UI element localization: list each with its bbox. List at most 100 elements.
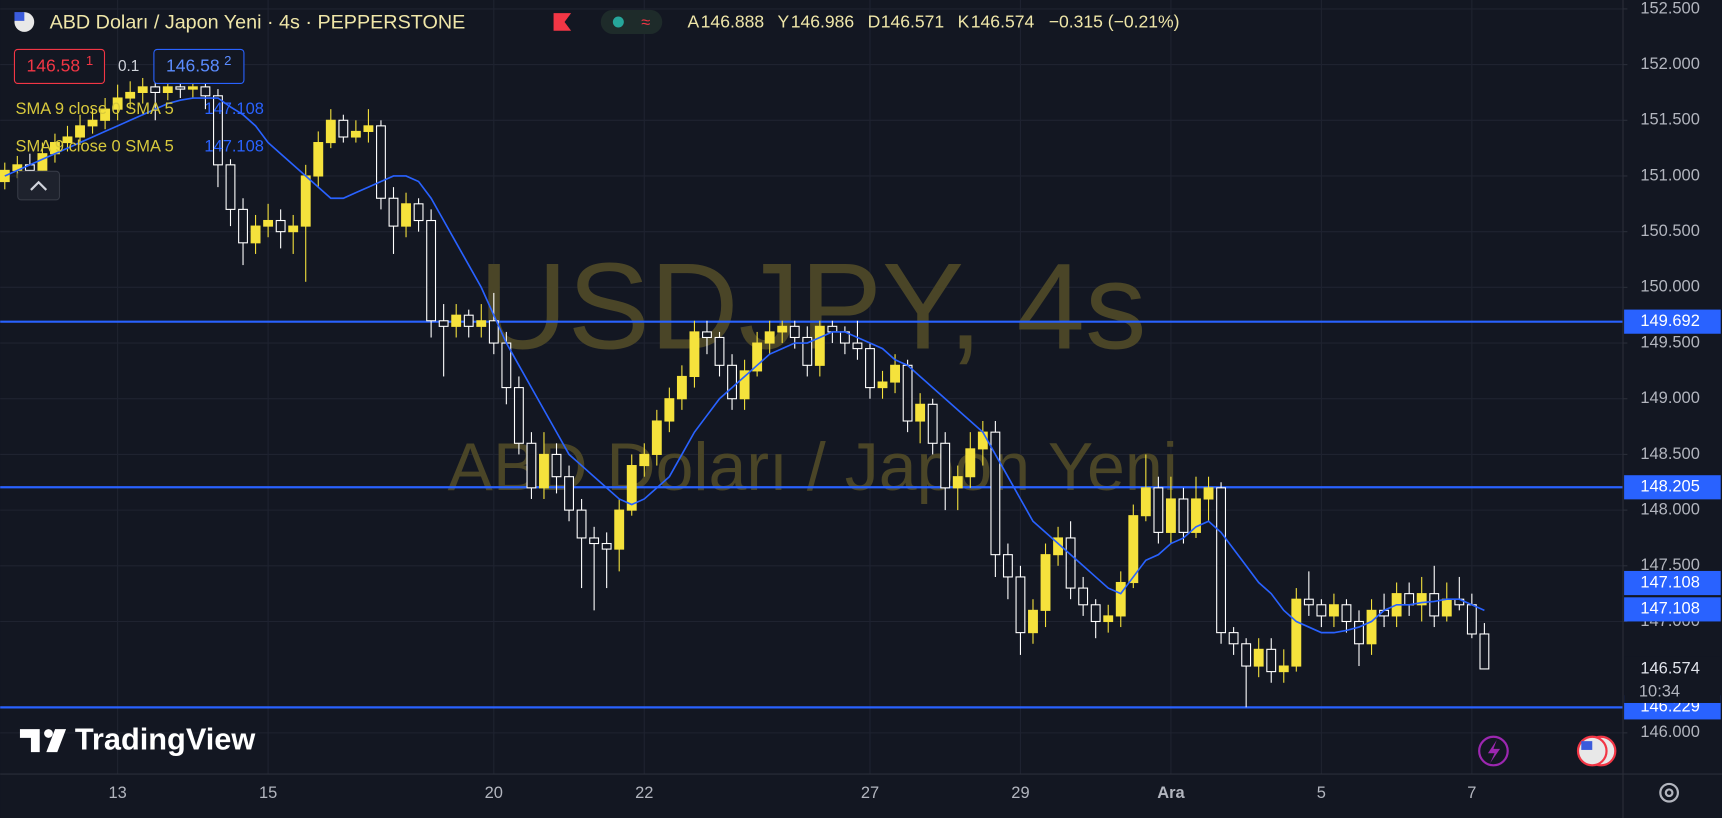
candle-body (137, 86, 148, 93)
candle-body (1103, 615, 1114, 623)
sell-pip: 1 (86, 53, 93, 68)
candle-body (676, 375, 687, 400)
settings-icon[interactable] (1659, 782, 1679, 803)
buy-pip: 2 (224, 53, 231, 68)
flag-marker[interactable] (553, 13, 572, 31)
ohlc-values: A 146.888 Y 146.986 D 146.571 K 146.574 (688, 12, 1035, 32)
indicator-price-label (1624, 570, 1721, 596)
x-tick-label: 22 (635, 784, 653, 802)
candle-body (727, 364, 737, 400)
collapse-icon (30, 180, 48, 191)
y-tick-label: 152.000 (1640, 55, 1699, 73)
candle-body (865, 348, 875, 389)
candle-body (777, 325, 788, 333)
level-label: 148.205 (1640, 478, 1699, 496)
logo-text: TradingView (75, 721, 256, 756)
candle-body (752, 342, 763, 372)
candle-body (37, 153, 48, 171)
buy-price: 146.58 (166, 56, 220, 76)
indicator-price-text: 147.108 (1640, 600, 1699, 618)
collapse-button[interactable] (17, 170, 61, 201)
candle-body (376, 125, 386, 199)
candle-body (112, 97, 123, 110)
candle-body (413, 203, 424, 222)
candle-body (1065, 537, 1076, 589)
logo-mark (19, 729, 40, 753)
x-tick-label: 7 (1467, 784, 1476, 802)
candle-body (651, 420, 662, 455)
candle-body (1341, 604, 1352, 623)
candle-body (250, 225, 261, 244)
alert-icon[interactable] (1478, 735, 1509, 767)
indicator-value: 147.108 (204, 137, 263, 155)
y-tick-label: 150.500 (1640, 222, 1699, 240)
candle-body (902, 364, 913, 422)
sell-price: 146.58 (27, 56, 81, 76)
y-tick-label: 146.000 (1640, 723, 1699, 741)
candle-body (1090, 604, 1101, 623)
candle-body (1416, 593, 1427, 606)
ohlc-value: 146.888 (701, 12, 764, 32)
candle-body (87, 119, 98, 127)
candle-body (288, 225, 299, 233)
candle-body (1291, 598, 1302, 667)
candle-body (438, 320, 449, 327)
candle-body (388, 197, 399, 227)
ohlc-value: 146.986 (791, 12, 854, 32)
candle-body (915, 403, 926, 422)
flag-icon (14, 12, 25, 21)
candle-body (802, 336, 813, 366)
event-icon[interactable] (1576, 735, 1608, 767)
candle-body (1191, 498, 1201, 533)
candle-body (225, 164, 236, 210)
candle-body (1028, 609, 1038, 634)
x-tick-label: Ara (1157, 784, 1185, 802)
candle-body (614, 509, 625, 550)
y-tick-label: 150.000 (1640, 278, 1699, 296)
candle-body (639, 453, 650, 467)
y-tick-label: 151.500 (1640, 111, 1699, 129)
candle-body (75, 125, 85, 138)
candle-body (526, 442, 537, 489)
candle-body (714, 336, 725, 366)
y-tick-label: 152.500 (1640, 0, 1699, 17)
candle-body (100, 108, 111, 121)
candle-body (1053, 537, 1064, 556)
candle-body (852, 342, 863, 350)
candle-body (1253, 648, 1264, 667)
event-icon (1581, 741, 1593, 750)
x-tick-label: 13 (108, 784, 126, 802)
ohlc-value: 146.574 (971, 12, 1035, 32)
candle-body (300, 175, 311, 227)
candle-body (1429, 593, 1440, 617)
candle-body (1165, 498, 1176, 533)
candle-body (213, 95, 223, 166)
candle-body (551, 453, 562, 478)
status-pill[interactable] (600, 9, 663, 35)
logo-mark (44, 729, 53, 738)
sell-button[interactable] (13, 48, 106, 84)
indicator-name: SMA 9 close 0 SMA 5 (16, 137, 174, 155)
candle-body (1153, 487, 1164, 533)
watermark-symbol: USDJPY, 4s (479, 239, 1147, 376)
buy-button[interactable] (153, 48, 245, 84)
countdown: 10:34 (1639, 682, 1680, 700)
x-tick-label: 5 (1317, 784, 1326, 802)
candle-body (1015, 576, 1026, 634)
spread: 0.1 (118, 58, 139, 75)
level-label-box (1624, 475, 1721, 500)
alert-icon (1487, 740, 1501, 764)
candle-body (827, 325, 838, 333)
candle-body (589, 537, 600, 545)
candle-body (1128, 515, 1139, 584)
candle-body (1479, 633, 1490, 670)
candle-body (1228, 632, 1239, 645)
candle-body (1328, 604, 1339, 617)
candle-body (576, 509, 587, 539)
candle-body (451, 314, 462, 327)
candle-body (401, 203, 411, 227)
watermark: USDJPY, 4s ABD Doları / Japon Yeni (448, 239, 1178, 505)
candle-body (1303, 598, 1314, 606)
candle-body (0, 169, 10, 183)
